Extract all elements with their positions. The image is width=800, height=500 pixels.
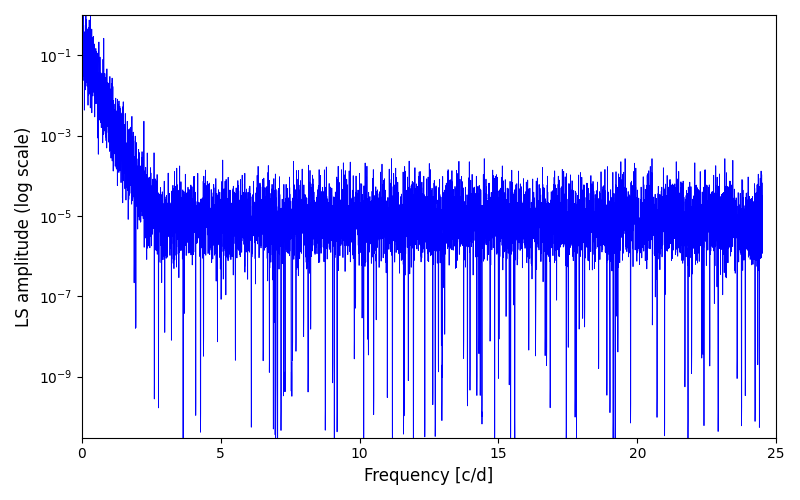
Y-axis label: LS amplitude (log scale): LS amplitude (log scale) <box>15 126 33 326</box>
X-axis label: Frequency [c/d]: Frequency [c/d] <box>364 467 494 485</box>
